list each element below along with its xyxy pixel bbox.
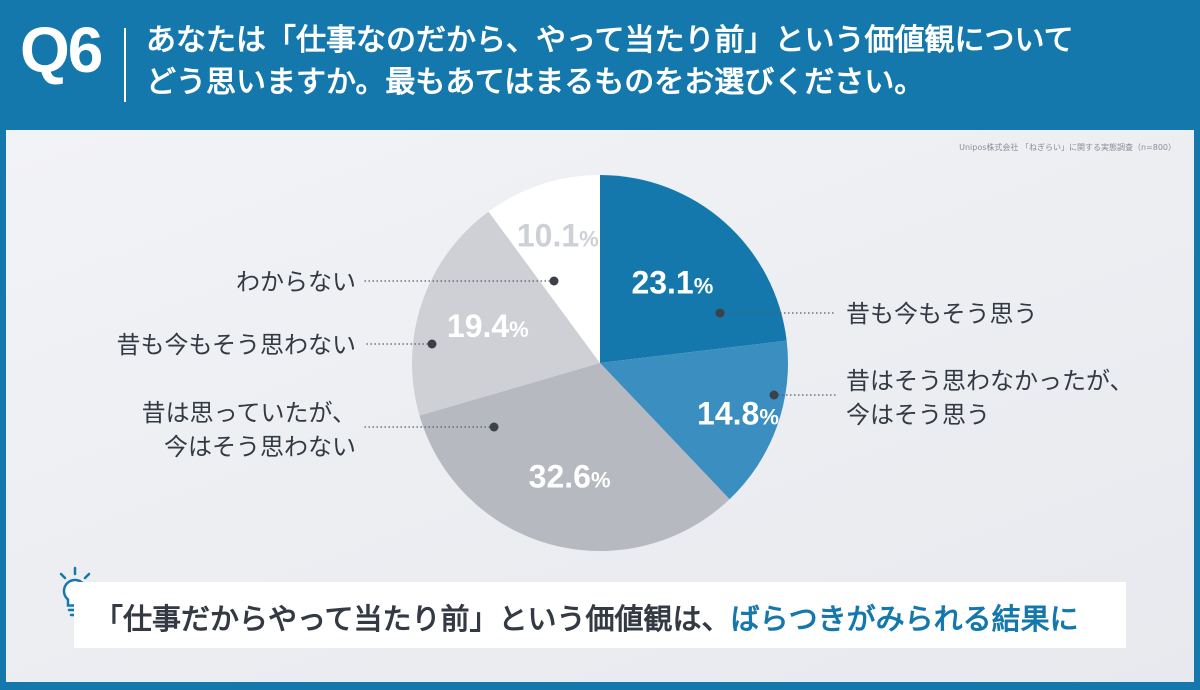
question-number: Q6 xyxy=(20,14,103,86)
category-label: 昔も今もそう思う xyxy=(846,300,1038,328)
pie-chart: 23.1%14.8%32.6%19.4%10.1%昔も今もそう思う昔はそう思わな… xyxy=(116,175,1134,551)
leader-dot xyxy=(427,339,437,349)
leader-dot xyxy=(715,308,725,318)
question-line-1: あなたは「仕事なのだから、やって当たり前」という価値観について xyxy=(146,23,1074,58)
chart-panel: Unipos株式会社 「ねぎらい」に関する実態調査（n=800） 23.1% 14… xyxy=(6,130,1194,682)
category-label: 昔は思っていたが、 xyxy=(142,399,356,427)
slice-value-label: 32.6% xyxy=(529,459,611,495)
category-label: 昔も今もそう思わない xyxy=(116,331,356,359)
pie-slice xyxy=(412,211,600,416)
leader-dot xyxy=(549,276,559,286)
question-line-2: どう思いますか。最もあてはまるものをお選びください。 xyxy=(146,65,925,100)
pie-slice xyxy=(419,363,730,551)
category-label: 昔はそう思わなかったが、 xyxy=(846,367,1134,395)
category-label: わからない xyxy=(236,268,356,296)
pie-slice xyxy=(488,175,600,363)
conclusion-emphasis: ばらつきがみられる結果に xyxy=(730,602,1079,636)
question-text: あなたは「仕事なのだから、やって当たり前」という価値観について どう思いますか。… xyxy=(146,20,1186,104)
pie-slice xyxy=(600,175,787,363)
pie-slice xyxy=(600,340,788,500)
category-label: 今はそう思わない xyxy=(164,433,356,461)
conclusion-prefix: 「仕事だからやって当たり前」という価値観は、 xyxy=(94,602,731,636)
slice-value-label: 10.1% xyxy=(517,217,599,253)
source-note: Unipos株式会社 「ねぎらい」に関する実態調査（n=800） xyxy=(959,143,1176,152)
category-label: 今はそう思う xyxy=(846,401,990,429)
conclusion-text: 「仕事だからやって当たり前」という価値観は、ばらつきがみられる結果に xyxy=(94,596,1079,638)
header-divider xyxy=(124,28,126,102)
conclusion-callout: 「仕事だからやって当たり前」という価値観は、ばらつきがみられる結果に xyxy=(74,582,1126,648)
header: Q6 あなたは「仕事なのだから、やって当たり前」という価値観について どう思いま… xyxy=(0,0,1200,130)
leader-dot xyxy=(769,390,779,400)
leader-dot xyxy=(489,422,499,432)
